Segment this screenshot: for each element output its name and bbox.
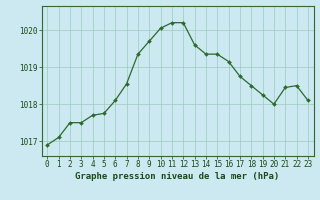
X-axis label: Graphe pression niveau de la mer (hPa): Graphe pression niveau de la mer (hPa)	[76, 172, 280, 181]
